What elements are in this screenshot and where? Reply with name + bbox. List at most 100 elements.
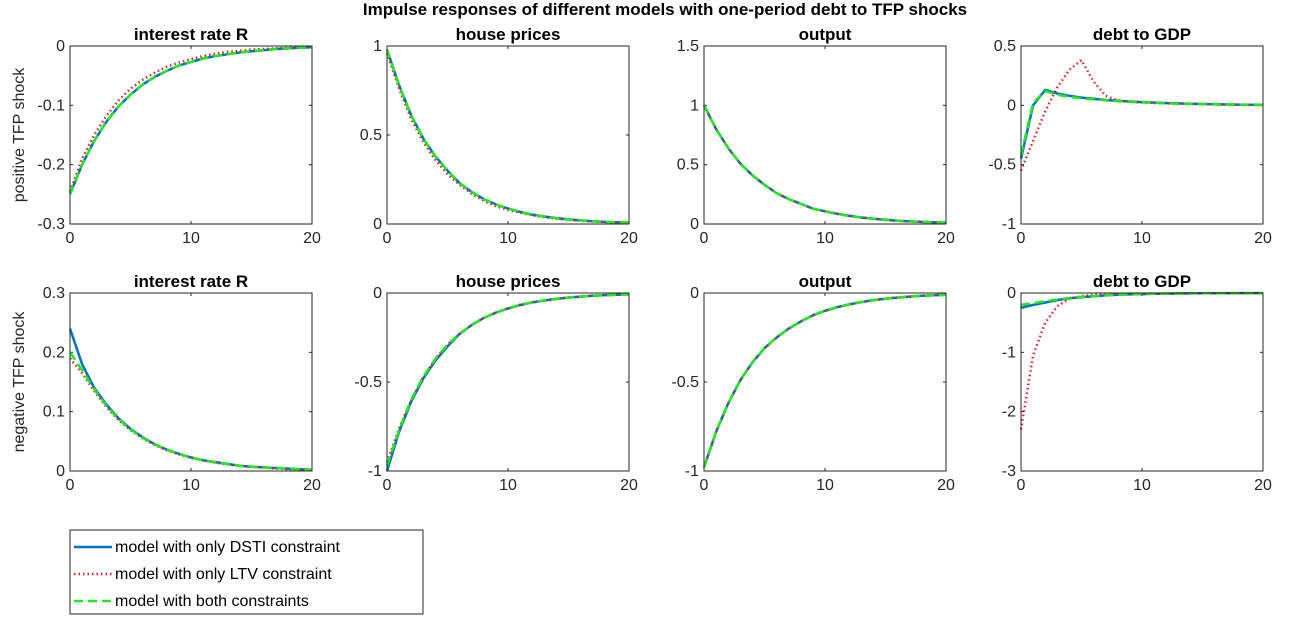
panel-0-1-axes-box [386,45,630,225]
panel-1-2-xtick-label-1: 10 [816,477,834,494]
panel-0-3-ytick-label-1: -0.5 [988,157,1016,174]
panel-0-1-ytick-label-0: 0 [373,216,382,233]
panel-0-0-ytick-label-0: -0.3 [37,216,65,233]
panel-1-0-ytick-label-3: 0.3 [43,285,65,302]
panel-1-2-xtick-label-0: 0 [700,477,709,494]
panel-0-3-title: debt to GDP [1093,25,1191,44]
panel-1-1-xtick-label-2: 20 [620,477,638,494]
panel-0-1-ytick-label-2: 1 [373,38,382,55]
panel-1-0: interest rate R 0 10 20 0 0.1 0.2 0.3 [43,272,321,494]
panel-0-2: output 0 10 20 0 0.5 1 1.5 [677,25,955,247]
panel-0-3-xtick-label-2: 20 [1254,230,1272,247]
panel-1-1-ytick-label-1: -0.5 [354,374,382,391]
panel-0-1-xtick-label-2: 20 [620,230,638,247]
panel-1-1-axes-box [386,292,630,472]
panel-0-3: debt to GDP 0 10 20 -1 -0.5 0 0.5 [988,25,1272,247]
panel-0-0: interest rate R 0 10 20 -0.3 -0.2 -0.1 0 [37,25,321,247]
panel-0-2-series-model-with-both-constraints [702,104,947,224]
panel-0-0-ytick-label-2: -0.1 [37,97,65,114]
panel-0-0-axes-box [69,45,313,225]
row-label-negative: negative TFP shock [11,311,28,453]
panel-1-3-series-model-with-only-ltv-constraint [1019,291,1263,430]
panel-1-0-xtick-label-2: 20 [303,477,321,494]
panel-1-2-title: output [799,272,852,291]
panel-0-2-xtick-label-1: 10 [816,230,834,247]
panel-1-1-series-model-with-both-constraints [385,293,630,467]
panel-1-2-axes-box [703,292,947,472]
panel-0-3-series-model-with-both-constraints [1019,89,1264,156]
panel-1-1-ytick-label-0: -1 [368,463,382,480]
panel-1-3: debt to GDP 0 10 20 -3 -2 -1 0 [1002,272,1272,494]
figure-title: Impulse responses of different models wi… [363,0,967,19]
panel-1-0-title: interest rate R [134,272,248,291]
panel-0-0-ytick-label-1: -0.2 [37,157,65,174]
panel-1-2-series-model-with-only-dsti-constraint [702,293,947,468]
panel-0-2-series-model-with-only-ltv-constraint [702,104,947,224]
panel-1-1-series-model-with-only-dsti-constraint [385,293,630,472]
panel-1-2-xtick-label-2: 20 [937,477,955,494]
panel-0-2-axes-box [703,45,947,225]
panel-0-3-ytick-label-3: 0.5 [994,38,1016,55]
panel-1-0-series-model-with-both-constraints [68,351,313,472]
panel-1-2-ytick-label-0: -1 [685,463,699,480]
panel-1-1-title: house prices [456,272,561,291]
panel-1-3-ytick-label-1: -2 [1002,404,1016,421]
panel-1-3-xtick-label-0: 0 [1017,477,1026,494]
panel-0-1: house prices 0 10 20 0 0.5 1 [360,25,638,247]
panel-0-2-xtick-label-0: 0 [700,230,709,247]
panel-0-1-series-model-with-only-dsti-constraint [385,49,630,224]
panel-0-0-xtick-label-2: 20 [303,230,321,247]
panel-1-2-ytick-label-2: 0 [690,285,699,302]
panel-0-1-series-model-with-only-ltv-constraint [385,52,630,225]
panel-1-0-xtick-label-1: 10 [182,477,200,494]
panel-0-2-ytick-label-2: 1 [690,97,699,114]
panel-0-3-xtick-label-1: 10 [1133,230,1151,247]
row-label-negative-text: negative TFP shock [11,311,28,453]
panel-0-2-xtick-label-2: 20 [937,230,955,247]
panel-0-0-xtick-label-0: 0 [66,230,75,247]
panel-1-3-ytick-label-3: 0 [1007,285,1016,302]
panel-1-0-ytick-label-2: 0.2 [43,344,65,361]
panel-1-2-ytick-label-1: -0.5 [671,374,699,391]
panel-0-0-ytick-label-3: 0 [56,38,65,55]
panel-1-0-series-model-with-only-dsti-constraint [68,328,313,472]
panel-0-3-series-model-with-only-dsti-constraint [1019,88,1264,159]
panel-0-0-series-model-with-only-dsti-constraint [68,45,313,195]
panel-1-3-title: debt to GDP [1093,272,1191,291]
panel-1-3-ytick-label-0: -3 [1002,463,1016,480]
panel-0-0-xtick-label-1: 10 [182,230,200,247]
panel-0-1-xtick-label-0: 0 [383,230,392,247]
panel-1-2-series-model-with-both-constraints [702,293,947,468]
panel-0-2-ytick-label-1: 0.5 [677,157,699,174]
panel-0-2-ytick-label-3: 1.5 [677,38,699,55]
panel-1-2: output 0 10 20 -1 -0.5 0 [671,272,955,494]
panel-1-3-xtick-label-2: 20 [1254,477,1272,494]
panel-0-2-title: output [799,25,852,44]
legend-label-dsti: model with only DSTI constraint [115,539,341,556]
legend-box [69,529,424,615]
panel-0-2-ytick-label-0: 0 [690,216,699,233]
panel-1-0-axes-box [69,292,313,472]
panel-0-1-ytick-label-1: 0.5 [360,127,382,144]
legend: model with only DSTI constraint model wi… [69,529,424,615]
panel-1-3-xtick-label-1: 10 [1133,477,1151,494]
panel-0-3-axes-box [1020,45,1264,225]
panel-1-0-xtick-label-0: 0 [66,477,75,494]
panel-1-0-ytick-label-1: 0.1 [43,404,65,421]
row-label-positive: positive TFP shock [11,67,28,203]
panel-0-3-xtick-label-0: 0 [1017,230,1026,247]
panel-0-3-ytick-label-0: -1 [1002,216,1016,233]
panel-1-1-xtick-label-1: 10 [499,477,517,494]
panel-1-1-xtick-label-0: 0 [383,477,392,494]
panel-0-0-series-model-with-both-constraints [68,45,313,195]
panel-0-2-series-model-with-only-dsti-constraint [702,104,947,224]
panel-0-3-ytick-label-2: 0 [1007,97,1016,114]
legend-label-both: model with both constraints [115,593,309,610]
panel-0-0-series-model-with-only-ltv-constraint [68,45,313,192]
panel-1-0-ytick-label-0: 0 [56,463,65,480]
panel-0-1-title: house prices [456,25,561,44]
panel-0-1-xtick-label-1: 10 [499,230,517,247]
panel-0-0-title: interest rate R [134,25,248,44]
